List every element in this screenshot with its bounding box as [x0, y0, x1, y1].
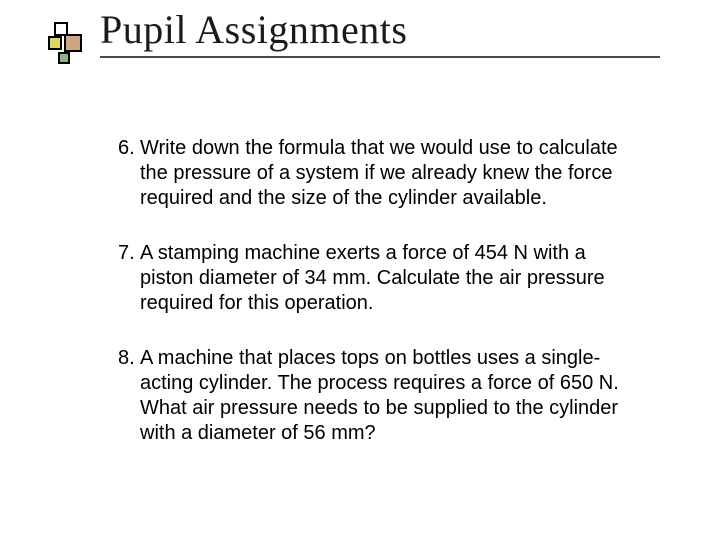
decor-square-brown	[64, 34, 82, 52]
assignment-text: A stamping machine exerts a force of 454…	[140, 241, 630, 316]
assignment-text: A machine that places tops on bottles us…	[140, 346, 630, 446]
assignment-item: 7.A stamping machine exerts a force of 4…	[118, 241, 638, 316]
assignment-item: 8.A machine that places tops on bottles …	[118, 346, 638, 446]
assignment-number: 7.	[118, 241, 140, 266]
decor-square-green	[58, 52, 70, 64]
title-underline	[100, 56, 660, 58]
title-bullet-decor	[48, 18, 88, 66]
assignment-number: 8.	[118, 346, 140, 371]
assignment-text: Write down the formula that we would use…	[140, 136, 630, 211]
assignment-item: 6.Write down the formula that we would u…	[118, 136, 638, 211]
decor-square-yellow	[48, 36, 62, 50]
slide-title: Pupil Assignments	[100, 6, 407, 53]
assignments-container: 6.Write down the formula that we would u…	[118, 136, 638, 476]
assignment-number: 6.	[118, 136, 140, 161]
